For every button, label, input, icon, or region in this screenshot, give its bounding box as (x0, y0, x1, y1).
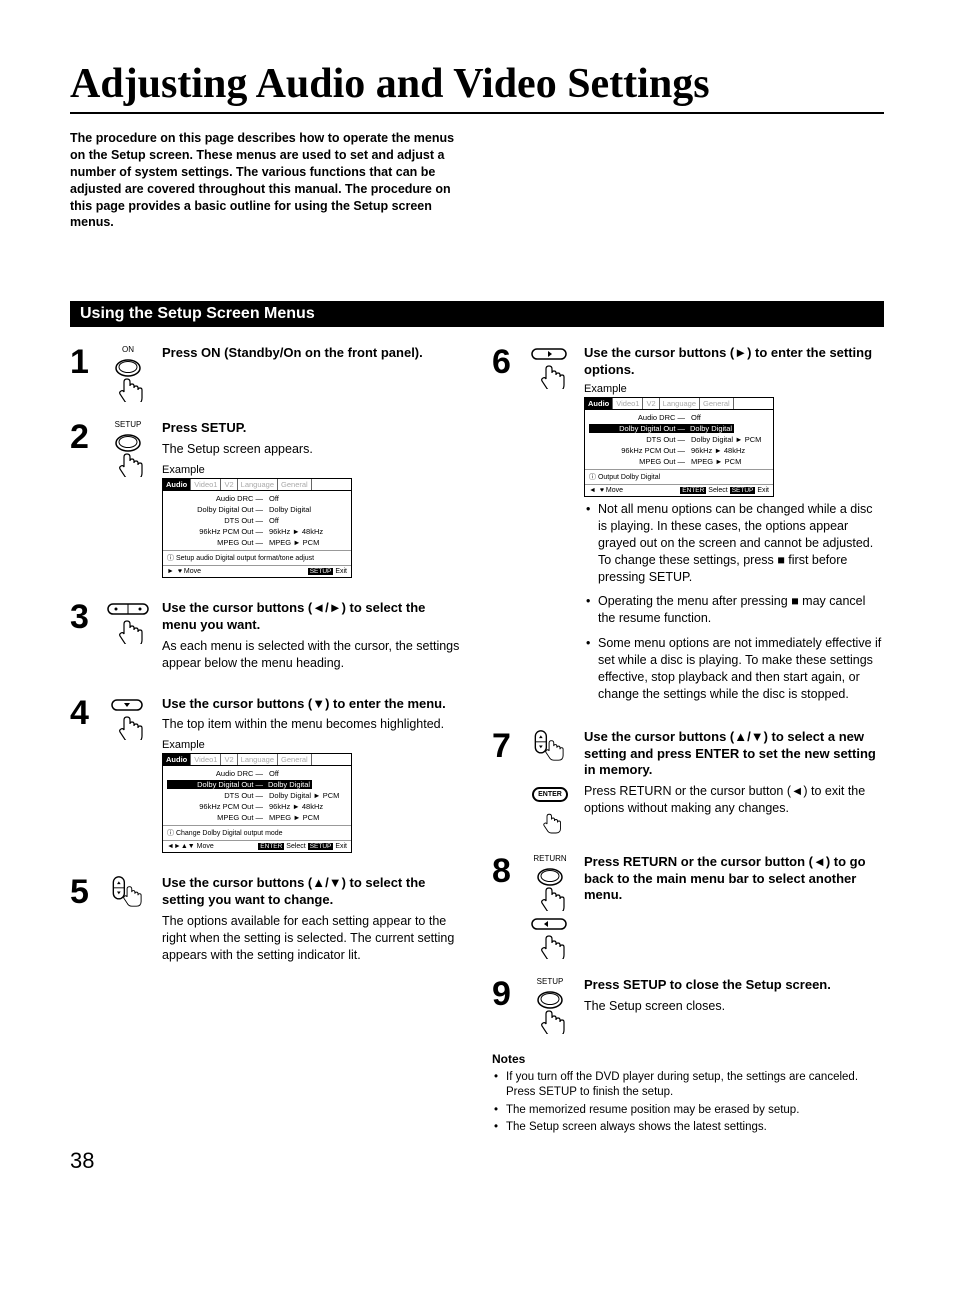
step-title: Use the cursor buttons (◄/►) to select t… (162, 600, 462, 634)
step-icon (100, 696, 156, 740)
note-item: The memorized resume position may be era… (506, 1103, 884, 1119)
step-text: The top item within the menu becomes hig… (162, 716, 462, 733)
step-text: As each menu is selected with the cursor… (162, 638, 462, 672)
step-icon: ON (100, 345, 156, 402)
up-down-cursor-icon (526, 729, 574, 773)
enter-button-icon: ENTER (532, 787, 568, 802)
step-icon (100, 600, 156, 644)
menu-tab: V2 (643, 398, 659, 409)
step-number: 3 (70, 600, 94, 634)
right-cursor-icon (526, 345, 574, 389)
menu-tab: General (700, 398, 734, 409)
step-title: Use the cursor buttons (▲/▼) to select a… (584, 729, 884, 780)
step-number: 2 (70, 420, 94, 454)
step-title: Use the cursor buttons (▼) to enter the … (162, 696, 462, 713)
menu-tab: Audio (163, 479, 191, 490)
section-header: Using the Setup Screen Menus (70, 301, 884, 327)
step-number: 7 (492, 729, 516, 763)
icon-label: SETUP (115, 420, 142, 429)
page-number: 38 (70, 1148, 884, 1174)
notes-heading: Notes (492, 1052, 884, 1066)
menu-tab: Language (238, 479, 278, 490)
step-number: 8 (492, 854, 516, 888)
step-number: 6 (492, 345, 516, 379)
step-title: Press SETUP. (162, 420, 462, 437)
left-right-cursor-icon (104, 600, 152, 644)
bullet-item: Some menu options are not immediately ef… (598, 635, 884, 703)
left-cursor-icon (526, 915, 574, 959)
step-icon: SETUP (100, 420, 156, 477)
icon-label: ON (122, 345, 134, 354)
step-6: 6 Use the cursor buttons (►) to enter th… (492, 345, 884, 710)
step-7: 7 ENTER Use the cursor buttons (▲/▼) to … (492, 729, 884, 836)
icon-label: RETURN (533, 854, 566, 863)
menu-tab: Audio (163, 754, 191, 765)
up-down-cursor-icon (104, 875, 152, 919)
menu-tab: Video1 (613, 398, 643, 409)
step-text: The Setup screen appears. (162, 441, 462, 458)
step-icon: SETUP (522, 977, 578, 1034)
menu-tab: Video1 (191, 479, 221, 490)
menu-tab: Language (238, 754, 278, 765)
page-title: Adjusting Audio and Video Settings (70, 60, 884, 114)
on-button-icon (104, 358, 152, 402)
menu-tab: Language (660, 398, 700, 409)
example-label: Example (162, 739, 462, 751)
note-item: If you turn off the DVD player during se… (506, 1070, 884, 1101)
step-1: 1 ON Press ON (Standby/On on the front p… (70, 345, 462, 402)
step-title: Use the cursor buttons (►) to enter the … (584, 345, 884, 379)
return-button-icon (526, 867, 574, 911)
step-8: 8 RETURN Press RETURN or the cursor butt… (492, 854, 884, 959)
step-3: 3 Use the cursor buttons (◄/►) to select… (70, 600, 462, 678)
step-text: The options available for each setting a… (162, 913, 462, 964)
step-title: Press RETURN or the cursor button (◄) to… (584, 854, 884, 905)
step-9: 9 SETUP Press SETUP to close the Setup s… (492, 977, 884, 1034)
step-number: 1 (70, 345, 94, 379)
step-number: 4 (70, 696, 94, 730)
menu-tab: V2 (221, 754, 237, 765)
notes-list: If you turn off the DVD player during se… (492, 1070, 884, 1136)
left-column: 1 ON Press ON (Standby/On on the front p… (70, 345, 462, 1137)
note-item: The Setup screen always shows the latest… (506, 1120, 884, 1136)
setup-button-icon (526, 990, 574, 1034)
menu-info: ⓘ Change Dolby Digital output mode (163, 825, 351, 840)
step-6-notes: Not all menu options can be changed whil… (584, 501, 884, 703)
icon-label: SETUP (537, 977, 564, 986)
menu-screenshot: Audio Video1 V2 Language General Audio D… (162, 753, 352, 853)
step-icon: ENTER (522, 729, 578, 836)
step-5: 5 Use the cursor buttons (▲/▼) to select… (70, 875, 462, 969)
example-label: Example (584, 383, 884, 395)
bullet-item: Not all menu options can be changed whil… (598, 501, 884, 585)
bullet-item: Operating the menu after pressing ■ may … (598, 593, 884, 627)
hand-icon (532, 806, 568, 836)
step-4: 4 Use the cursor buttons (▼) to enter th… (70, 696, 462, 858)
step-icon: RETURN (522, 854, 578, 959)
step-title: Use the cursor buttons (▲/▼) to select t… (162, 875, 462, 909)
menu-info: ⓘ Setup audio Digital output format/tone… (163, 550, 351, 565)
step-icon (100, 875, 156, 919)
menu-tab: Audio (585, 398, 613, 409)
menu-tab: General (278, 479, 312, 490)
setup-button-icon (104, 433, 152, 477)
step-number: 5 (70, 875, 94, 909)
down-cursor-icon (104, 696, 152, 740)
step-number: 9 (492, 977, 516, 1011)
menu-tab: Video1 (191, 754, 221, 765)
menu-tab: V2 (221, 479, 237, 490)
step-title: Press SETUP to close the Setup screen. (584, 977, 884, 994)
right-column: 6 Use the cursor buttons (►) to enter th… (492, 345, 884, 1137)
step-text: The Setup screen closes. (584, 998, 884, 1015)
step-title: Press ON (Standby/On on the front panel)… (162, 345, 462, 362)
intro-paragraph: The procedure on this page describes how… (70, 130, 470, 231)
columns: 1 ON Press ON (Standby/On on the front p… (70, 345, 884, 1137)
step-text: Press RETURN or the cursor button (◄) to… (584, 783, 884, 817)
step-icon (522, 345, 578, 389)
menu-screenshot: Audio Video1 V2 Language General Audio D… (584, 397, 774, 497)
step-2: 2 SETUP Press SETUP. The Setup screen ap… (70, 420, 462, 582)
example-label: Example (162, 464, 462, 476)
menu-info: ⓘ Output Dolby Digital (585, 469, 773, 484)
menu-screenshot: Audio Video1 V2 Language General Audio D… (162, 478, 352, 578)
menu-tab: General (278, 754, 312, 765)
